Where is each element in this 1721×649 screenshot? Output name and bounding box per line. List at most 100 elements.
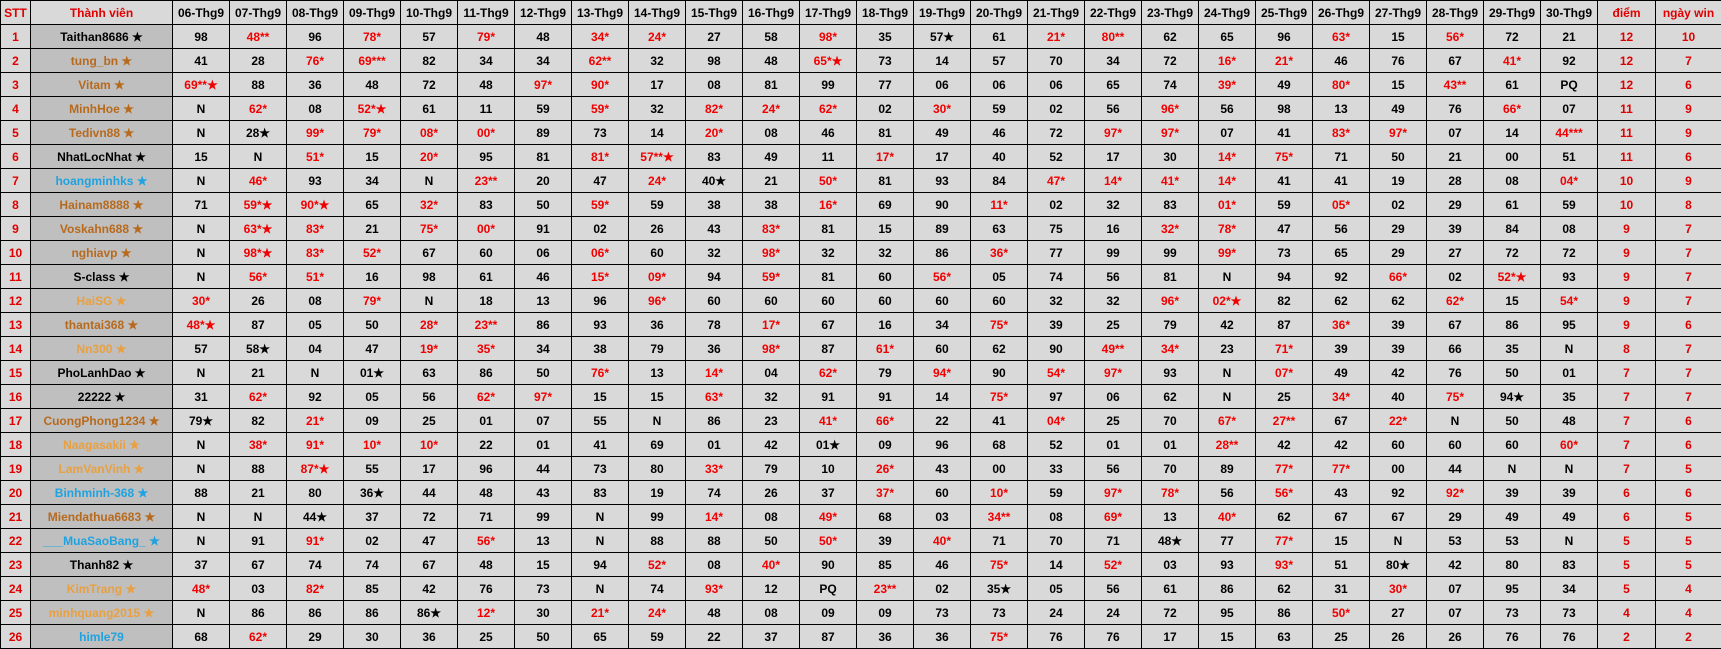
member-row: 21 Miendathua6683 ★ N N 44★ 37 72 71 99 N 99 14* 08 4… (0, 504, 1721, 529)
points: 6 (1597, 480, 1656, 505)
day-result: N (172, 432, 230, 457)
day-result: 88 (229, 72, 287, 97)
day-result: 98 (400, 264, 458, 289)
win-days: 9 (1655, 168, 1721, 193)
day-result: 23 (1198, 336, 1256, 361)
member-name: Naagasakii ★ (30, 432, 173, 457)
day-result: 32 (1027, 288, 1085, 313)
day-result: 76* (571, 360, 629, 385)
day-result: 62* (229, 624, 287, 649)
day-result: 65 (571, 624, 629, 649)
day-result: 66 (1426, 336, 1484, 361)
day-result: 24* (628, 168, 686, 193)
day-result: 76 (457, 576, 515, 601)
day-result: 59 (514, 96, 572, 121)
day-result: 16 (1084, 216, 1142, 241)
day-result: 60 (1369, 432, 1427, 457)
day-result: 78 (685, 312, 743, 337)
day-result: 09* (628, 264, 686, 289)
day-result: 60 (1426, 432, 1484, 457)
day-result: 74 (685, 480, 743, 505)
day-result: 84 (970, 168, 1028, 193)
points: 5 (1597, 576, 1656, 601)
day-result: 87 (229, 312, 287, 337)
day-result: 34* (1141, 336, 1199, 361)
day-result: 66* (1483, 96, 1541, 121)
day-result: 73 (913, 600, 971, 625)
day-result: N (1540, 528, 1598, 553)
day-result: 02 (913, 576, 971, 601)
day-result: 15 (514, 552, 572, 577)
day-result: 16 (343, 264, 401, 289)
day-result: 67 (229, 552, 287, 577)
day-result: 77* (1255, 528, 1313, 553)
points: 7 (1597, 408, 1656, 433)
day-result: 52 (1027, 144, 1085, 169)
day-result: 65 (1084, 72, 1142, 97)
points: 9 (1597, 264, 1656, 289)
day-result: 50 (514, 192, 572, 217)
day-result: 48 (343, 72, 401, 97)
column-header: 19-Thg9 (913, 0, 971, 25)
day-result: 98 (1255, 96, 1313, 121)
day-result: 78* (343, 24, 401, 49)
day-result: 75* (1255, 144, 1313, 169)
day-result: 05 (1027, 576, 1085, 601)
day-result: 92 (1369, 480, 1427, 505)
day-result: 50 (742, 528, 800, 553)
points: 5 (1597, 528, 1656, 553)
win-days: 5 (1655, 504, 1721, 529)
day-result: 00* (457, 120, 515, 145)
header-row: STT Thành viên 06-Thg9 07-Thg9 08-Thg9 09-Thg… (0, 0, 1721, 25)
rank: 4 (0, 96, 31, 121)
day-result: 50 (343, 312, 401, 337)
day-result: 89 (514, 120, 572, 145)
day-result: 39 (1369, 336, 1427, 361)
day-result: 29 (1369, 240, 1427, 265)
day-result: 62** (571, 48, 629, 73)
day-result: 00* (457, 216, 515, 241)
day-result: 06 (970, 72, 1028, 97)
day-result: 81 (856, 168, 914, 193)
day-result: 72 (1540, 240, 1598, 265)
day-result: 86 (1198, 576, 1256, 601)
day-result: 63 (1255, 624, 1313, 649)
points: 9 (1597, 216, 1656, 241)
day-result: 41 (1255, 120, 1313, 145)
day-result: 62* (1426, 288, 1484, 313)
day-result: 44★ (286, 504, 344, 529)
day-result: 34 (514, 48, 572, 73)
day-result: 27 (1369, 600, 1427, 625)
day-result: 49 (1369, 96, 1427, 121)
day-result: 27 (1426, 240, 1484, 265)
day-result: 77* (1312, 456, 1370, 481)
day-result: 07 (514, 408, 572, 433)
day-result: 07 (1198, 120, 1256, 145)
day-result: 01 (514, 432, 572, 457)
column-header: STT (0, 0, 31, 25)
win-days: 8 (1655, 192, 1721, 217)
day-result: 44 (400, 480, 458, 505)
column-header: điểm (1597, 0, 1656, 25)
day-result: 47 (1255, 216, 1313, 241)
rank: 20 (0, 480, 31, 505)
day-result: 56 (1084, 576, 1142, 601)
day-result: 22 (457, 432, 515, 457)
day-result: 20* (400, 144, 458, 169)
points: 4 (1597, 600, 1656, 625)
win-days: 7 (1655, 384, 1721, 409)
day-result: 10* (400, 432, 458, 457)
day-result: 49** (1084, 336, 1142, 361)
day-result: 12 (742, 576, 800, 601)
day-result: 75* (1426, 384, 1484, 409)
day-result: 51 (1540, 144, 1598, 169)
member-row: 7 hoangminhks ★ N 46* 93 34 N 23** 20 47 24* 40★ 21 5… (0, 168, 1721, 193)
day-result: 07* (1255, 360, 1313, 385)
day-result: 93 (1198, 552, 1256, 577)
win-days: 7 (1655, 360, 1721, 385)
rank: 3 (0, 72, 31, 97)
day-result: 04 (742, 360, 800, 385)
day-result: 34* (1312, 384, 1370, 409)
day-result: 57 (172, 336, 230, 361)
column-header: 09-Thg9 (343, 0, 401, 25)
